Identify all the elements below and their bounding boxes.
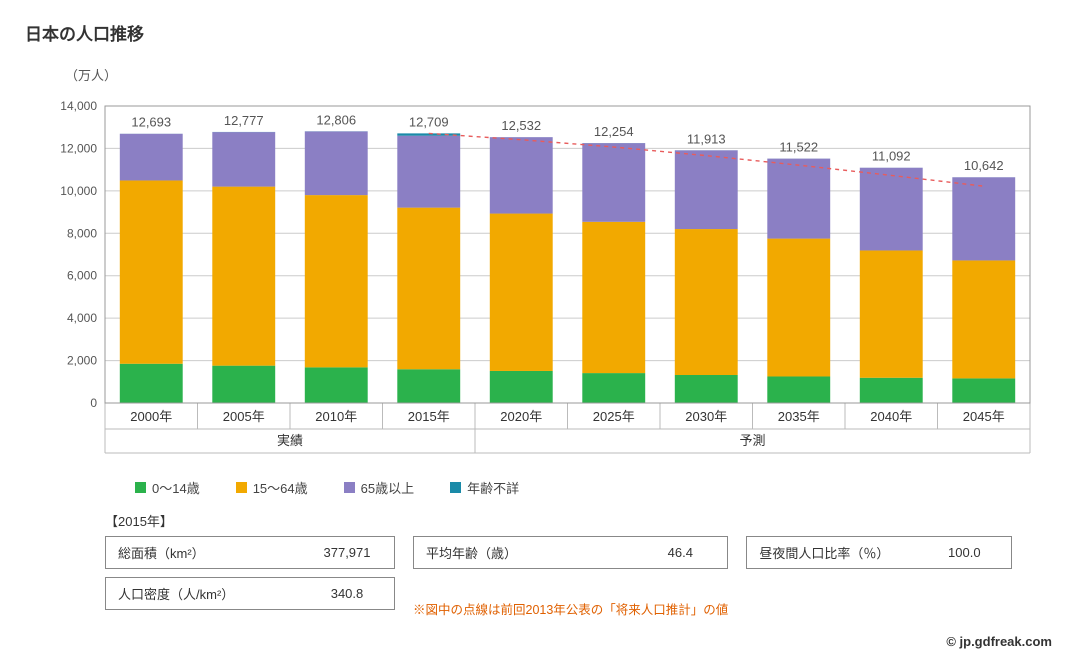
stat-daypop: 昼夜間人口比率（％） 100.0 bbox=[746, 536, 1012, 569]
svg-text:12,693: 12,693 bbox=[131, 115, 171, 130]
svg-text:10,000: 10,000 bbox=[60, 184, 97, 198]
legend-label: 0～14歳 bbox=[152, 478, 200, 497]
svg-text:2035年: 2035年 bbox=[778, 409, 820, 424]
svg-text:11,092: 11,092 bbox=[872, 149, 911, 164]
population-chart: 0 2,000 4,000 6,000 8,000 10,000 12,000 14,000 1… bbox=[25, 88, 1045, 468]
y-axis-label: （万人） bbox=[65, 65, 1052, 84]
svg-text:実績: 実績 bbox=[277, 433, 303, 448]
legend-label: 15～64歳 bbox=[253, 478, 308, 497]
stat-density: 人口密度（人/km²） 340.8 bbox=[105, 577, 395, 610]
stat-area: 総面積（km²） 377,971 bbox=[105, 536, 395, 569]
svg-text:2000年: 2000年 bbox=[130, 409, 172, 424]
stat-avg-age: 平均年齢（歳） 46.4 bbox=[413, 536, 728, 569]
svg-text:2040年: 2040年 bbox=[870, 409, 912, 424]
chart-title: 日本の人口推移 bbox=[25, 20, 1052, 45]
svg-text:2005年: 2005年 bbox=[223, 409, 265, 424]
stat-label: 昼夜間人口比率（％） bbox=[759, 543, 889, 562]
legend-swatch bbox=[344, 482, 355, 493]
svg-text:6,000: 6,000 bbox=[67, 269, 97, 283]
legend-swatch bbox=[450, 482, 461, 493]
svg-text:12,777: 12,777 bbox=[224, 113, 264, 128]
svg-text:12,254: 12,254 bbox=[594, 124, 634, 139]
footnote: ※図中の点線は前回2013年公表の「将来人口推計」の値 bbox=[413, 599, 728, 618]
svg-text:12,000: 12,000 bbox=[60, 141, 97, 155]
stat-label: 平均年齢（歳） bbox=[426, 543, 517, 562]
stat-value: 377,971 bbox=[312, 545, 382, 560]
svg-text:2030年: 2030年 bbox=[685, 409, 727, 424]
legend-swatch bbox=[236, 482, 247, 493]
svg-text:10,642: 10,642 bbox=[964, 158, 1004, 173]
legend-item: 年齢不詳 bbox=[450, 478, 519, 497]
svg-text:2015年: 2015年 bbox=[408, 409, 450, 424]
stat-value: 100.0 bbox=[929, 545, 999, 560]
stat-value: 46.4 bbox=[645, 545, 715, 560]
stats-year: 【2015年】 bbox=[105, 511, 1052, 530]
svg-text:12,806: 12,806 bbox=[316, 112, 356, 127]
legend-swatch bbox=[135, 482, 146, 493]
svg-text:2045年: 2045年 bbox=[963, 409, 1005, 424]
svg-text:2010年: 2010年 bbox=[315, 409, 357, 424]
svg-text:0: 0 bbox=[90, 396, 97, 410]
svg-text:8,000: 8,000 bbox=[67, 226, 97, 240]
legend-label: 65歳以上 bbox=[361, 478, 414, 497]
svg-text:予測: 予測 bbox=[739, 433, 765, 448]
legend-item: 0～14歳 bbox=[135, 478, 200, 497]
chart-container: 0 2,000 4,000 6,000 8,000 10,000 12,000 14,000 1… bbox=[25, 88, 1052, 468]
svg-text:11,522: 11,522 bbox=[779, 140, 818, 155]
stat-value: 340.8 bbox=[312, 586, 382, 601]
stats-row: 総面積（km²） 377,971 人口密度（人/km²） 340.8 平均年齢（… bbox=[105, 536, 1052, 618]
stat-label: 総面積（km²） bbox=[118, 543, 205, 562]
svg-text:2025年: 2025年 bbox=[593, 409, 635, 424]
svg-text:12,532: 12,532 bbox=[501, 118, 541, 133]
svg-text:4,000: 4,000 bbox=[67, 311, 97, 325]
svg-text:2,000: 2,000 bbox=[67, 354, 97, 368]
svg-text:11,913: 11,913 bbox=[687, 131, 726, 146]
legend: 0～14歳 15～64歳 65歳以上 年齢不詳 bbox=[135, 478, 1052, 497]
copyright: © jp.gdfreak.com bbox=[946, 634, 1052, 649]
stat-label: 人口密度（人/km²） bbox=[118, 584, 234, 603]
legend-item: 65歳以上 bbox=[344, 478, 414, 497]
legend-item: 15～64歳 bbox=[236, 478, 308, 497]
svg-text:2020年: 2020年 bbox=[500, 409, 542, 424]
legend-label: 年齢不詳 bbox=[467, 478, 519, 497]
svg-text:14,000: 14,000 bbox=[60, 99, 97, 113]
svg-text:12,709: 12,709 bbox=[409, 114, 449, 129]
